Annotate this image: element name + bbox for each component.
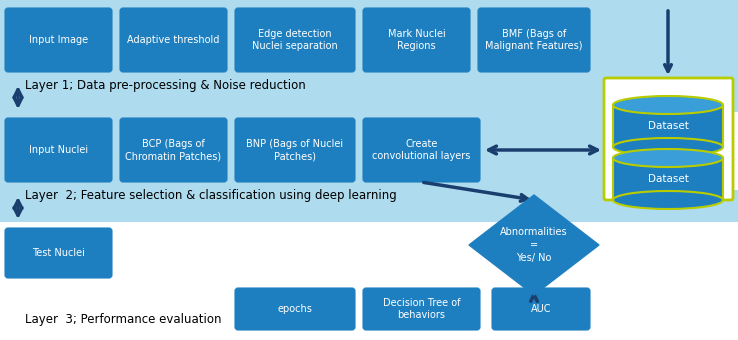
Text: AUC: AUC — [531, 304, 551, 314]
Text: Layer  3; Performance evaluation: Layer 3; Performance evaluation — [25, 313, 221, 326]
Text: Input Image: Input Image — [29, 35, 88, 45]
FancyBboxPatch shape — [5, 118, 112, 182]
Polygon shape — [469, 195, 599, 295]
FancyBboxPatch shape — [604, 78, 733, 200]
FancyBboxPatch shape — [235, 118, 355, 182]
Text: epochs: epochs — [277, 304, 312, 314]
FancyBboxPatch shape — [363, 8, 470, 72]
Text: BMF (Bags of
Malignant Features): BMF (Bags of Malignant Features) — [486, 29, 583, 51]
Text: Input Nuclei: Input Nuclei — [29, 145, 88, 155]
Text: Layer 1; Data pre-processing & Noise reduction: Layer 1; Data pre-processing & Noise red… — [25, 79, 306, 91]
Text: Dataset: Dataset — [647, 174, 689, 184]
FancyBboxPatch shape — [5, 8, 112, 72]
FancyBboxPatch shape — [5, 228, 112, 278]
Ellipse shape — [613, 138, 723, 156]
FancyBboxPatch shape — [492, 288, 590, 330]
Text: Test Nuclei: Test Nuclei — [32, 248, 85, 258]
Text: Create
convolutional layers: Create convolutional layers — [372, 139, 471, 161]
FancyBboxPatch shape — [235, 8, 355, 72]
Ellipse shape — [613, 149, 723, 167]
Text: Abnormalities
=
Yes/ No: Abnormalities = Yes/ No — [500, 227, 568, 263]
FancyBboxPatch shape — [235, 288, 355, 330]
Text: BCP (Bags of
Chromatin Patches): BCP (Bags of Chromatin Patches) — [125, 139, 221, 161]
FancyBboxPatch shape — [0, 0, 738, 80]
Text: Dataset: Dataset — [647, 121, 689, 131]
FancyBboxPatch shape — [0, 190, 738, 222]
FancyBboxPatch shape — [0, 80, 738, 112]
FancyBboxPatch shape — [0, 108, 604, 222]
Text: Adaptive threshold: Adaptive threshold — [128, 35, 220, 45]
FancyBboxPatch shape — [120, 118, 227, 182]
FancyBboxPatch shape — [363, 118, 480, 182]
Text: Layer  2; Feature selection & classification using deep learning: Layer 2; Feature selection & classificat… — [25, 188, 397, 202]
Bar — [613, 158, 723, 200]
Text: BNP (Bags of Nuclei
Patches): BNP (Bags of Nuclei Patches) — [246, 139, 344, 161]
Text: Edge detection
Nuclei separation: Edge detection Nuclei separation — [252, 29, 338, 51]
FancyBboxPatch shape — [363, 288, 480, 330]
Bar — [613, 105, 723, 147]
Text: Decision Tree of
behaviors: Decision Tree of behaviors — [383, 298, 461, 320]
FancyBboxPatch shape — [120, 8, 227, 72]
Text: Mark Nuclei
Regions: Mark Nuclei Regions — [387, 29, 445, 51]
Ellipse shape — [613, 191, 723, 209]
Ellipse shape — [613, 96, 723, 114]
FancyBboxPatch shape — [478, 8, 590, 72]
